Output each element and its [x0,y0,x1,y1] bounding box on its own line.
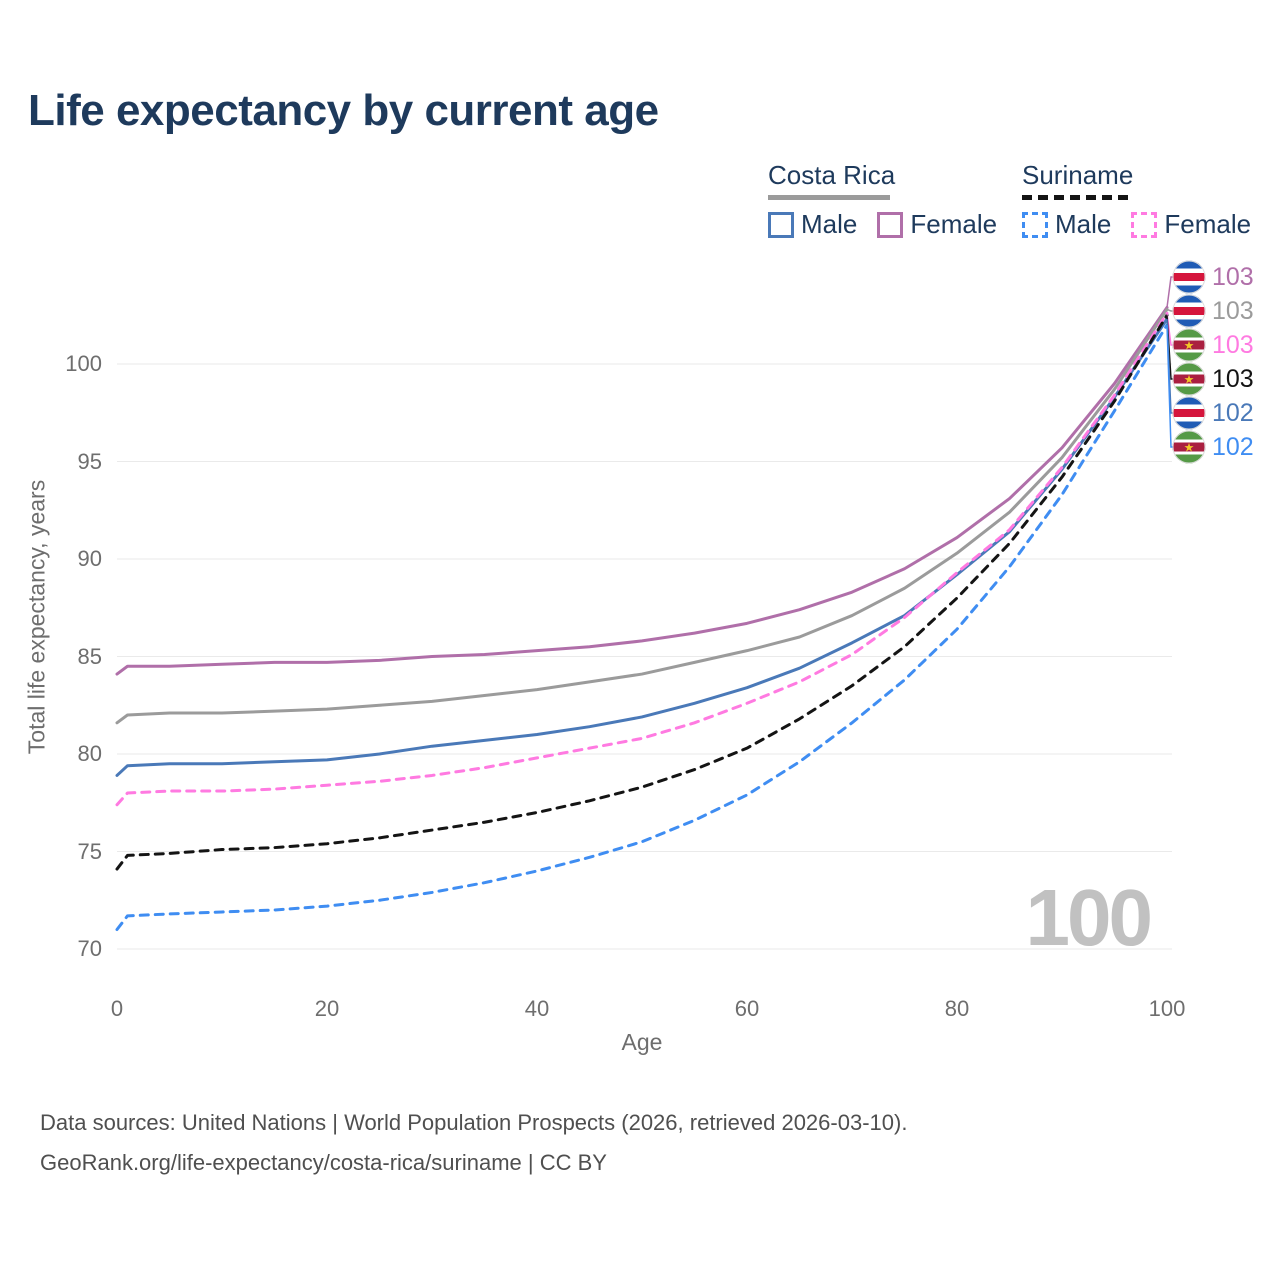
end-value: 102 [1212,399,1254,427]
x-tick-label: 60 [734,996,760,1021]
x-tick-label: 0 [110,996,124,1021]
end-value: 103 [1212,331,1254,359]
legend-country-suriname: Suriname [1022,160,1134,190]
y-tick-label: 90 [77,546,102,571]
suriname-flag-icon: ★ [1172,362,1206,396]
end-value: 103 [1212,263,1254,291]
legend-country-costa-rica: Costa Rica [768,160,896,190]
page-title: Life expectancy by current age [28,86,659,135]
y-axis-title: Total life expectancy, years [23,479,50,755]
costa-rica-line-sample [768,195,890,200]
line-suriname-male [115,323,1169,931]
y-tick-label: 75 [77,838,102,864]
y-tick-label: 70 [77,936,102,961]
costa-rica-female-swatch-icon [877,211,904,238]
svg-text:★: ★ [1184,373,1195,387]
costa-rica-flag-icon [1172,396,1206,430]
end-value: 103 [1212,365,1254,393]
data-sources-note: Data sources: United Nations | World Pop… [40,1110,908,1135]
svg-text:★: ★ [1184,441,1195,455]
legend-item-costa-rica-female[interactable]: Female [877,209,997,240]
legend-label: Male [1055,209,1112,239]
line-costa-rica-female [115,305,1169,676]
suriname-line-sample [1022,195,1128,200]
end-label-suriname: ★ 103 [1172,362,1254,396]
end-value: 103 [1212,297,1254,325]
svg-text:★: ★ [1184,339,1195,353]
end-label-costa-rica: 103 [1172,294,1254,328]
y-tick-label: 100 [65,351,102,376]
end-label-suriname-male: ★ 102 [1172,430,1254,464]
x-tick-label: 20 [314,996,340,1021]
attribution-link: GeoRank.org/life-expectancy/costa-rica/s… [40,1150,607,1175]
costa-rica-male-swatch-icon [768,211,794,238]
legend-label: Female [910,209,998,239]
watermark-age-100: 100 [1025,873,1153,962]
suriname-male-swatch-icon [1022,211,1048,238]
line-costa-rica-male [115,317,1169,777]
suriname-flag-icon: ★ [1172,328,1206,362]
legend-label: Male [801,209,858,239]
suriname-flag-icon: ★ [1172,430,1206,464]
x-tick-label: 100 [1148,996,1186,1021]
costa-rica-flag-icon [1172,294,1206,328]
end-value: 102 [1212,433,1254,461]
end-label-costa-rica-female: 103 [1172,260,1254,294]
y-tick-label: 85 [77,643,102,669]
y-tick-label: 80 [77,741,102,766]
y-tick-label: 95 [77,448,102,474]
legend-item-suriname-female[interactable]: Female [1131,209,1251,240]
x-axis-title: Age [621,1029,663,1055]
line-suriname [115,313,1169,871]
legend-item-suriname-male[interactable]: Male [1022,209,1111,240]
end-label-costa-rica-male: 102 [1172,396,1254,430]
line-costa-rica [115,307,1169,725]
legend-group-suriname: Suriname Male Female [1022,160,1251,240]
legend-item-costa-rica-male[interactable]: Male [768,209,857,240]
x-tick-label: 80 [944,996,970,1021]
costa-rica-flag-icon [1172,260,1206,294]
suriname-female-swatch-icon [1131,211,1158,238]
line-suriname-female [115,311,1169,807]
end-label-suriname-female: ★ 103 [1172,328,1254,362]
legend-label: Female [1164,209,1252,239]
legend-group-costa-rica: Costa Rica Male Female [768,160,997,240]
x-tick-label: 40 [524,996,550,1021]
